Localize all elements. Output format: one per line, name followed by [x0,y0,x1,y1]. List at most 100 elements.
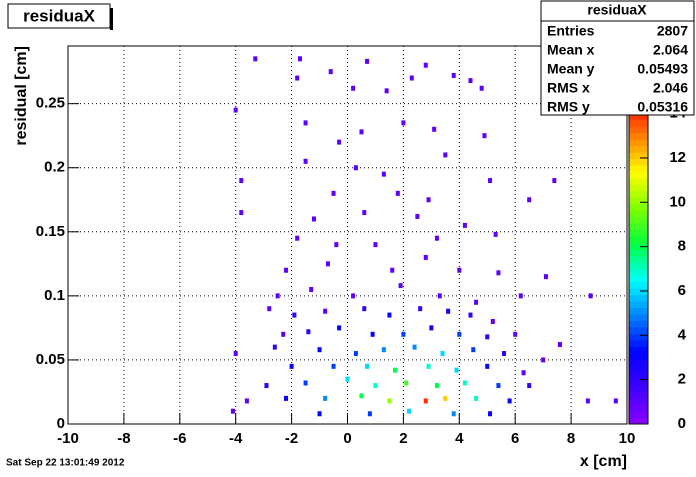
cell [390,267,395,273]
x-tick-label: -8 [117,430,130,447]
palette-step [629,262,648,270]
cell [490,318,495,324]
x-tick-label: 8 [567,430,575,447]
cell [443,395,448,401]
palette-step [629,184,648,192]
palette-step [629,275,648,283]
palette-step [629,268,648,276]
cell [443,152,448,158]
cell [393,367,398,373]
cell [331,190,336,196]
palette-step [629,398,648,406]
z-tick-label: 10 [669,193,686,210]
cell [292,312,297,318]
cell [434,235,439,241]
palette-step [629,372,648,380]
cell [359,393,364,399]
x-tick-label: 2 [399,430,407,447]
cell [585,398,590,404]
cell [507,398,512,404]
palette-step [629,352,648,360]
cell [423,254,428,260]
z-tick-label: 4 [678,326,687,343]
y-tick-label: 0 [57,415,65,432]
palette-step [629,132,648,140]
cell [311,216,316,222]
cell [353,351,358,357]
cell [440,351,445,357]
cell [267,306,272,312]
cell [239,178,244,184]
cell [488,411,493,417]
cell [527,197,532,203]
cell [337,139,342,145]
cell [454,367,459,373]
cell [295,75,300,81]
z-tick-label: 2 [678,371,686,388]
palette-step [629,197,648,205]
cell [387,398,392,404]
cell [284,395,289,401]
y-tick-label: 0.2 [44,159,65,176]
y-axis-title: residual [cm] [13,46,30,146]
cell [334,242,339,248]
palette-step [629,288,648,296]
cell [541,357,546,363]
cell [474,299,479,305]
palette-step [629,346,648,354]
cell [253,56,258,62]
palette-step [629,313,648,321]
palette-step [629,339,648,347]
cell [351,85,356,91]
cell [457,267,462,273]
cell [451,411,456,417]
cell [325,261,330,267]
stats-label: RMS x [547,80,590,96]
x-tick-label: 4 [455,430,464,447]
cell [317,347,322,353]
cell [488,178,493,184]
palette-step [629,203,648,211]
stats-label: RMS y [547,99,590,115]
stats-label: Mean x [547,42,595,58]
chart-title: residuaX [23,6,95,25]
cell [362,306,367,312]
cell [496,270,501,276]
palette-step [629,229,648,237]
x-tick-label: -6 [173,430,186,447]
stats-label: Entries [547,23,595,39]
cell [462,222,467,228]
cell [451,72,456,78]
plot-frame [67,45,628,425]
z-tick-label: 0 [678,415,686,432]
cell [409,75,414,81]
x-tick-label: -4 [229,430,243,447]
cell [482,133,487,139]
cell [328,69,333,75]
cell [474,395,479,401]
palette-step [629,158,648,166]
palette-step [629,152,648,160]
y-tick-label: 0.1 [44,287,65,304]
cell [423,62,428,68]
cell [264,383,269,389]
stats-label: Mean y [547,61,595,77]
cell [468,78,473,84]
cell [306,329,311,335]
x-tick-label: 0 [343,430,351,447]
cell [323,308,328,314]
palette-step [629,119,648,127]
cell [401,120,406,126]
cell [613,398,618,404]
cell [423,398,428,404]
cell [381,347,386,353]
x-tick-label: 6 [511,430,519,447]
palette-step [629,326,648,334]
palette-step [629,411,648,419]
cell [401,331,406,337]
x-tick-label: -10 [57,430,79,447]
cell [493,231,498,237]
z-tick-label: 8 [678,238,686,255]
palette-step [629,165,648,173]
cell [471,347,476,353]
